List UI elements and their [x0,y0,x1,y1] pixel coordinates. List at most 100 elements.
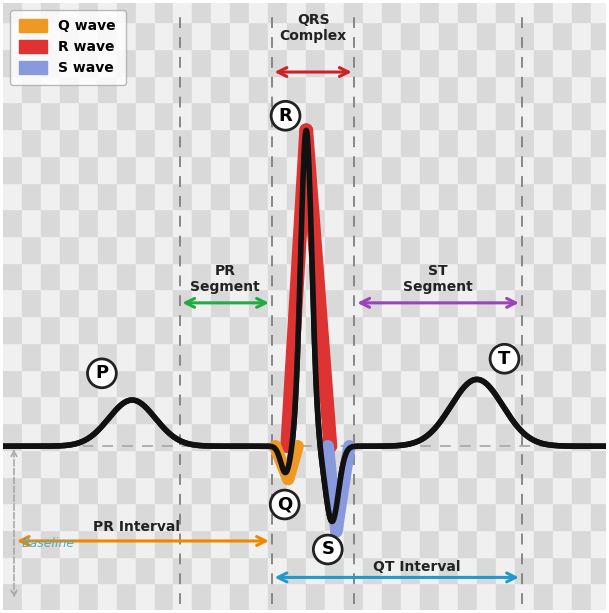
Bar [477,557,496,584]
Bar [553,343,572,370]
Bar [572,183,591,209]
Bar [496,49,515,75]
Bar [230,397,249,423]
Bar [41,289,60,316]
Bar [155,156,174,183]
Bar [458,450,477,476]
Bar [477,343,496,370]
Bar [136,236,155,263]
Bar [230,450,249,476]
Bar [363,183,382,209]
Bar [382,289,401,316]
Bar [344,476,363,503]
Bar [60,129,79,156]
Bar [60,530,79,557]
Bar [553,316,572,343]
Bar [325,236,344,263]
Bar [515,584,534,610]
Bar [553,236,572,263]
Bar [60,557,79,584]
Bar [591,370,609,397]
Bar [136,0,155,22]
Bar [211,49,230,75]
Bar [116,236,136,263]
Bar [269,156,287,183]
Bar [458,236,477,263]
Bar [344,49,363,75]
Bar [325,503,344,530]
Bar [306,530,325,557]
Bar [230,156,249,183]
Bar [458,343,477,370]
Bar [363,236,382,263]
Bar [116,557,136,584]
Bar [306,584,325,610]
Bar [174,530,192,557]
Bar [477,129,496,156]
Bar [439,102,458,129]
Bar [477,156,496,183]
Bar [136,503,155,530]
Bar [249,236,269,263]
Bar [211,22,230,49]
Bar [287,503,306,530]
Bar [97,22,116,49]
Bar [515,49,534,75]
Bar [97,343,116,370]
Bar [60,397,79,423]
Bar [97,423,116,450]
Bar [41,584,60,610]
Bar [572,476,591,503]
Bar [534,370,553,397]
Bar [3,75,22,102]
Bar [192,557,211,584]
Bar [496,530,515,557]
Bar [97,557,116,584]
Bar [287,476,306,503]
Bar [79,397,97,423]
Bar [439,0,458,22]
Bar [269,423,287,450]
Bar [496,102,515,129]
Bar [477,450,496,476]
Bar [439,450,458,476]
Bar [477,584,496,610]
Bar [60,503,79,530]
Bar [60,49,79,75]
Bar [3,129,22,156]
Bar [192,263,211,289]
Bar [287,289,306,316]
Bar [401,450,420,476]
Bar [344,236,363,263]
Bar [401,156,420,183]
Bar [155,22,174,49]
Bar [515,129,534,156]
Bar [515,423,534,450]
Bar [363,289,382,316]
Bar [458,0,477,22]
Bar [363,370,382,397]
Bar [269,503,287,530]
Bar [79,209,97,236]
Bar [41,530,60,557]
Bar [306,343,325,370]
Bar [155,209,174,236]
Bar [287,209,306,236]
Bar [382,423,401,450]
Bar [269,102,287,129]
Bar [60,343,79,370]
Bar [136,209,155,236]
Bar [22,370,41,397]
Bar [591,423,609,450]
Bar [363,0,382,22]
Bar [534,49,553,75]
Bar [572,450,591,476]
Bar [439,343,458,370]
Bar [60,289,79,316]
Bar [572,423,591,450]
Bar [97,209,116,236]
Bar [382,183,401,209]
Bar [269,289,287,316]
Bar [211,0,230,22]
Bar [41,557,60,584]
